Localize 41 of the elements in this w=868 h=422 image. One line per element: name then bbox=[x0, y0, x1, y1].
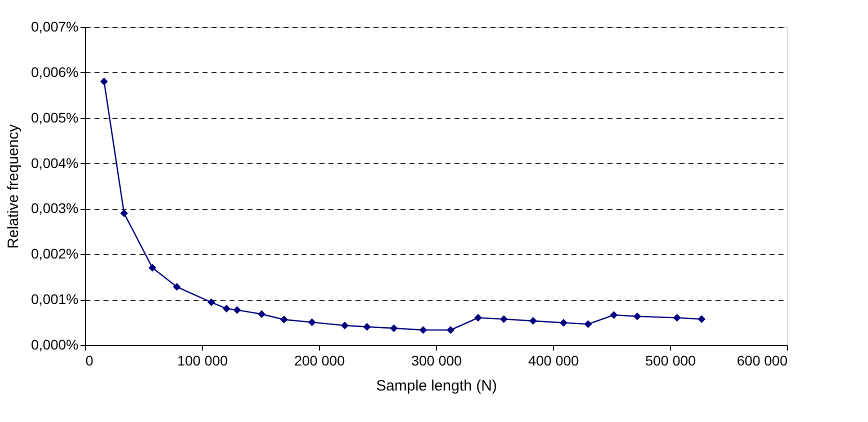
point bbox=[560, 318, 568, 327]
point bbox=[390, 324, 398, 332]
x-tick-label: 600 000 bbox=[736, 352, 788, 368]
point bbox=[258, 310, 266, 318]
x-tick-label: 500 000 bbox=[645, 352, 696, 368]
point bbox=[633, 312, 642, 320]
point bbox=[172, 282, 181, 291]
point bbox=[340, 322, 349, 330]
point bbox=[363, 322, 371, 331]
y-axis-title: Relative frequency bbox=[5, 124, 22, 249]
point bbox=[419, 326, 428, 334]
y-tick-label: 0,004% bbox=[31, 154, 78, 171]
point bbox=[584, 320, 592, 328]
point bbox=[446, 326, 454, 334]
x-axis-title: Sample length (N) bbox=[376, 378, 497, 394]
point bbox=[698, 315, 706, 323]
point bbox=[500, 315, 508, 323]
point bbox=[673, 314, 681, 322]
point bbox=[120, 209, 128, 218]
point bbox=[207, 298, 216, 306]
y-tick-label: 0,002% bbox=[31, 246, 78, 262]
y-tick-label: 0,005% bbox=[31, 109, 78, 126]
y-tick-label: 0,000% bbox=[31, 336, 78, 352]
point bbox=[233, 306, 241, 314]
x-tick-label: 300 000 bbox=[411, 352, 462, 368]
point bbox=[529, 317, 537, 325]
x-tick-label: 200 000 bbox=[294, 352, 346, 368]
point bbox=[474, 314, 482, 322]
x-tick-label: 100 000 bbox=[177, 352, 228, 368]
x-tick-label: 0 bbox=[86, 352, 94, 368]
y-tick-label: 0,007% bbox=[31, 18, 78, 34]
y-tick-label: 0,006% bbox=[31, 64, 78, 80]
y-tick-label: 0,003% bbox=[31, 200, 78, 216]
point bbox=[222, 304, 230, 313]
point bbox=[280, 316, 288, 324]
point bbox=[308, 318, 316, 326]
point bbox=[148, 264, 156, 272]
point bbox=[100, 78, 108, 86]
x-tick-label: 400 000 bbox=[528, 352, 580, 368]
point bbox=[610, 311, 618, 319]
y-tick-label: 0,001% bbox=[31, 291, 78, 308]
